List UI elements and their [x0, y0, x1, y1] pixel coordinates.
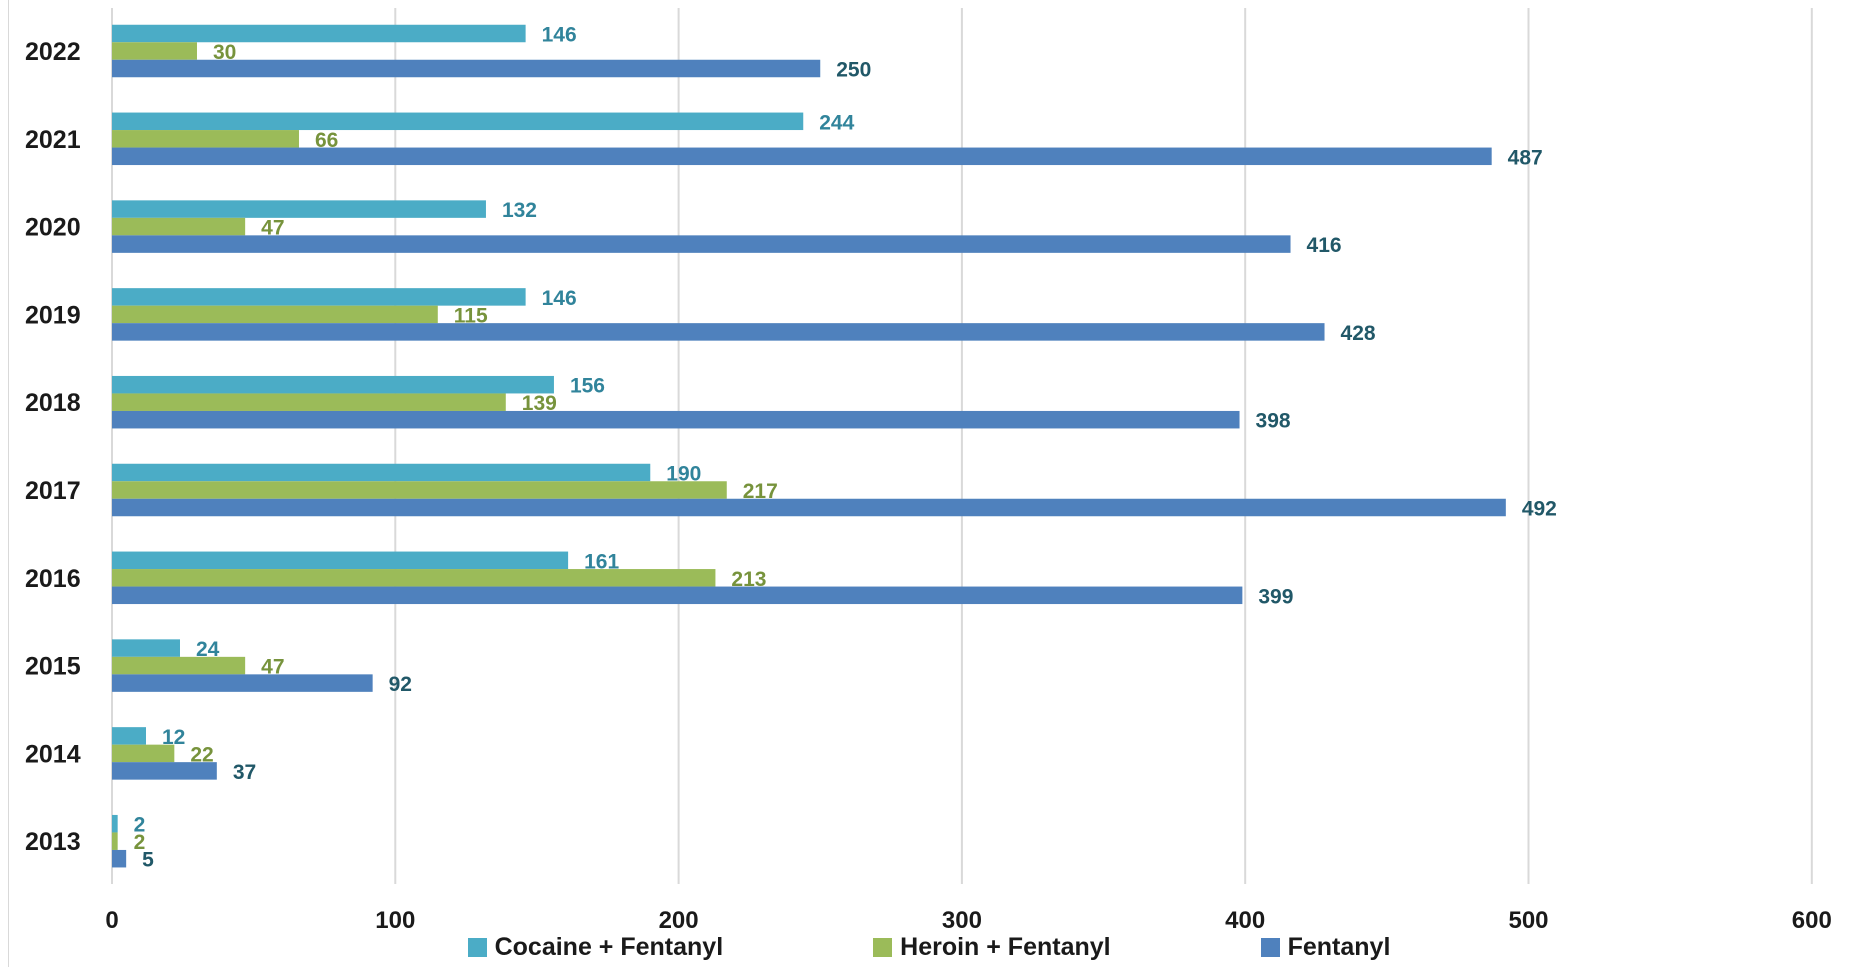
data-label-cocaine-fentanyl-2017: 190 — [666, 463, 701, 486]
bar-heroin-fentanyl-2016 — [112, 569, 716, 587]
data-label-cocaine-fentanyl-2019: 146 — [542, 287, 577, 310]
legend-label-fentanyl: Fentanyl — [1287, 932, 1391, 961]
bar-heroin-fentanyl-2020 — [112, 217, 246, 236]
category-label-2021: 2021 — [25, 126, 81, 154]
legend: Cocaine + Fentanyl Heroin + Fentanyl Fen… — [0, 930, 1858, 964]
category-label-2017: 2017 — [25, 477, 81, 505]
bar-fentanyl-2015 — [112, 674, 373, 692]
bar-fentanyl-2013 — [112, 849, 127, 868]
legend-item-cocaine-fentanyl: Cocaine + Fentanyl — [467, 932, 724, 962]
data-label-fentanyl-2020: 416 — [1307, 234, 1342, 257]
data-label-fentanyl-2015: 92 — [389, 673, 412, 696]
bar-heroin-fentanyl-2017 — [112, 481, 727, 499]
data-label-cocaine-fentanyl-2021: 244 — [819, 111, 854, 134]
legend-swatch-cocaine-fentanyl — [467, 937, 487, 957]
bar-cocaine-fentanyl-2017 — [112, 463, 651, 482]
data-label-fentanyl-2016: 399 — [1258, 585, 1293, 608]
data-label-cocaine-fentanyl-2013: 2 — [134, 814, 146, 837]
category-label-2019: 2019 — [25, 301, 81, 329]
data-label-heroin-fentanyl-2013: 2 — [134, 831, 146, 854]
bar-fentanyl-2017 — [112, 498, 1506, 517]
x-tick-label-400: 400 — [1225, 907, 1265, 934]
data-label-fentanyl-2018: 398 — [1256, 410, 1291, 433]
legend-swatch-fentanyl — [1260, 937, 1280, 957]
bar-heroin-fentanyl-2022 — [112, 42, 197, 60]
data-label-heroin-fentanyl-2022: 30 — [213, 41, 236, 64]
bar-cocaine-fentanyl-2022 — [112, 24, 526, 43]
data-label-cocaine-fentanyl-2022: 146 — [542, 24, 577, 47]
x-tick-label-300: 300 — [942, 907, 982, 934]
data-label-heroin-fentanyl-2015: 47 — [261, 656, 284, 679]
x-tick-label-0: 0 — [105, 907, 118, 934]
category-label-2014: 2014 — [25, 740, 81, 768]
data-label-heroin-fentanyl-2016: 213 — [731, 568, 766, 591]
category-label-2015: 2015 — [25, 653, 81, 681]
data-label-fentanyl-2013: 5 — [142, 849, 154, 872]
bar-heroin-fentanyl-2018 — [112, 393, 506, 411]
bar-fentanyl-2016 — [112, 586, 1243, 605]
category-label-2013: 2013 — [25, 828, 81, 856]
data-label-heroin-fentanyl-2014: 22 — [190, 743, 213, 766]
category-label-2018: 2018 — [25, 389, 81, 417]
bar-cocaine-fentanyl-2019 — [112, 288, 526, 306]
category-label-2020: 2020 — [25, 214, 81, 242]
x-tick-label-100: 100 — [375, 907, 415, 934]
bar-heroin-fentanyl-2021 — [112, 130, 299, 148]
bar-cocaine-fentanyl-2013 — [112, 814, 118, 833]
data-label-fentanyl-2017: 492 — [1522, 498, 1557, 521]
bar-heroin-fentanyl-2019 — [112, 305, 438, 324]
bar-cocaine-fentanyl-2015 — [112, 639, 180, 657]
data-label-cocaine-fentanyl-2020: 132 — [502, 199, 537, 222]
bar-cocaine-fentanyl-2020 — [112, 200, 486, 218]
x-tick-label-500: 500 — [1508, 907, 1548, 934]
legend-label-cocaine-fentanyl: Cocaine + Fentanyl — [494, 932, 724, 961]
bar-heroin-fentanyl-2013 — [112, 832, 118, 850]
bar-fentanyl-2020 — [112, 235, 1291, 253]
bar-heroin-fentanyl-2014 — [112, 744, 175, 763]
bar-cocaine-fentanyl-2021 — [112, 112, 804, 131]
bar-fentanyl-2019 — [112, 323, 1325, 341]
bar-fentanyl-2014 — [112, 762, 217, 780]
x-tick-label-600: 600 — [1792, 907, 1832, 934]
legend-item-heroin-fentanyl: Heroin + Fentanyl — [873, 932, 1111, 962]
bar-fentanyl-2018 — [112, 410, 1240, 429]
bar-fentanyl-2021 — [112, 147, 1492, 166]
bar-fentanyl-2022 — [112, 59, 821, 78]
data-label-fentanyl-2019: 428 — [1341, 322, 1376, 345]
data-label-cocaine-fentanyl-2014: 12 — [162, 726, 185, 749]
bar-heroin-fentanyl-2015 — [112, 656, 246, 675]
data-label-heroin-fentanyl-2018: 139 — [522, 392, 557, 415]
chart-border — [8, 0, 9, 967]
legend-swatch-heroin-fentanyl — [873, 937, 893, 957]
data-label-cocaine-fentanyl-2018: 156 — [570, 375, 605, 398]
data-label-heroin-fentanyl-2020: 47 — [261, 217, 284, 240]
data-label-fentanyl-2014: 37 — [233, 761, 256, 784]
bar-cocaine-fentanyl-2018 — [112, 375, 554, 394]
category-label-2016: 2016 — [25, 565, 81, 593]
bar-cocaine-fentanyl-2016 — [112, 551, 569, 570]
data-label-heroin-fentanyl-2017: 217 — [743, 480, 778, 503]
data-label-heroin-fentanyl-2021: 66 — [315, 129, 338, 152]
data-label-heroin-fentanyl-2019: 115 — [454, 304, 488, 327]
category-label-2022: 2022 — [25, 38, 81, 66]
data-label-cocaine-fentanyl-2015: 24 — [196, 638, 220, 661]
data-label-fentanyl-2021: 487 — [1508, 146, 1543, 169]
legend-label-heroin-fentanyl: Heroin + Fentanyl — [900, 932, 1111, 961]
bar-cocaine-fentanyl-2014 — [112, 727, 146, 745]
data-label-fentanyl-2022: 250 — [836, 59, 871, 82]
x-tick-label-200: 200 — [659, 907, 699, 934]
data-label-cocaine-fentanyl-2016: 161 — [584, 550, 619, 573]
legend-item-fentanyl: Fentanyl — [1260, 932, 1391, 962]
